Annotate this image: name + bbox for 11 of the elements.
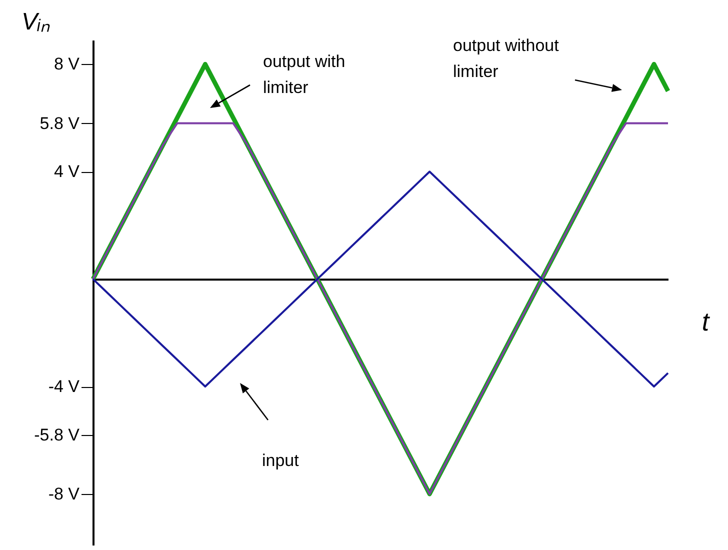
annotation: output with limiter [263, 52, 346, 97]
y-tick-label: 8 V [54, 54, 80, 74]
y-tick-label: 4 V [54, 162, 80, 182]
annotation: output without limiter [453, 36, 560, 81]
y-tick-label: -8 V [48, 484, 80, 504]
y-axis-title: Vᵢₙ [22, 8, 50, 36]
annotation: input [262, 451, 300, 470]
y-tick-label: 5.8 V [40, 114, 80, 133]
x-axis-title: t [702, 306, 711, 337]
y-tick-label: -5.8 V [34, 425, 80, 444]
y-tick-label: -4 V [48, 377, 80, 396]
